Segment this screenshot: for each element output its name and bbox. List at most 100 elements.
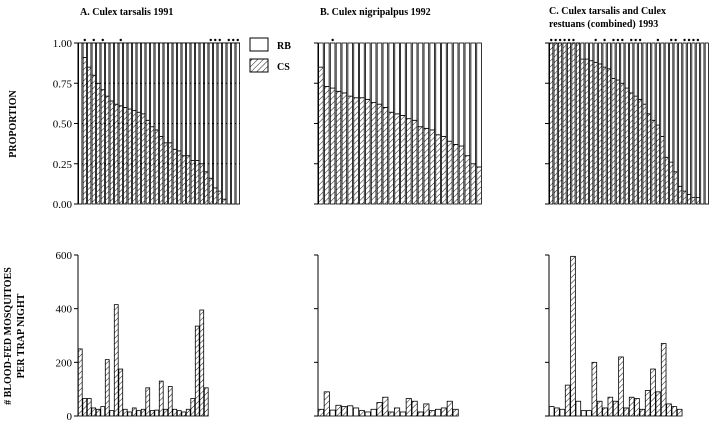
count-panel-3-bar-cs xyxy=(602,407,608,417)
ylabel-proportion: PROPORTION xyxy=(8,90,19,158)
legend-rb-label: RB xyxy=(277,41,291,52)
proportion-panel-2-bar-rb xyxy=(335,42,342,92)
count-panel-2-bar-cs xyxy=(423,403,430,417)
proportion-panel-1-bar-rb xyxy=(105,42,110,97)
proportion-panel-3-bar-cs xyxy=(660,135,665,205)
count-panel-3-bar-cs xyxy=(666,403,672,417)
proportion-panel-3-bar-rb xyxy=(593,42,598,63)
proportion-panel-1-bar-cs xyxy=(114,103,119,205)
count-panel-2-bar-cs xyxy=(323,391,330,417)
proportion-panel-2-bar-cs xyxy=(406,118,412,205)
count-panel-3-bar-cs xyxy=(612,400,619,417)
proportion-panel-1-bar-cs xyxy=(127,108,132,205)
proportion-panel-3-bar-cs xyxy=(646,113,652,205)
proportion-panel-1-bar-cs xyxy=(141,113,146,205)
count-panel-3-bar-cs xyxy=(644,390,651,417)
proportion-panel-1-marker xyxy=(101,38,104,42)
proportion-panel-2-bar-rb xyxy=(464,42,471,157)
proportion-panel-1-bar-cs xyxy=(118,105,123,205)
proportion-panel-3-bar-cs xyxy=(638,98,643,205)
proportion-panel-2-bar-cs xyxy=(370,102,377,205)
count-panel-3-bar-cs xyxy=(618,356,624,417)
proportion-panel-2-bar-cs xyxy=(452,144,459,205)
count-panel-1-bar-cs xyxy=(91,407,97,417)
count-panel-3-bar-cs xyxy=(655,391,662,417)
count-panel-2-bar-rb xyxy=(347,405,354,417)
proportion-panel-3-bar-cs xyxy=(629,92,634,205)
proportion-panel-2-bar-cs xyxy=(324,86,330,205)
proportion-panel-1-bar-cs xyxy=(150,126,155,205)
proportion-panel-2-bar-cs xyxy=(476,166,482,205)
proportion-panel-3-marker xyxy=(612,38,615,42)
proportion-panel-2-bar-cs xyxy=(382,107,389,205)
proportion-panel-3-bar-cs xyxy=(686,193,692,205)
proportion-panel-3-bar-rb xyxy=(664,42,669,158)
proportion-panel-3-bar-rb xyxy=(700,42,705,205)
proportion-panel-3-marker xyxy=(572,38,575,42)
proportion-panel-2-bar-rb xyxy=(470,42,476,165)
proportion-panel-3-bar-cs xyxy=(602,66,607,205)
proportion-panel-2-bar-cs xyxy=(394,113,400,205)
proportion-panel-3-bar-rb xyxy=(669,42,674,163)
count-panel-1-bar-cs xyxy=(77,348,83,417)
proportion-panel-2-bar-rb xyxy=(423,42,430,129)
proportion-panel-1-bar-rb xyxy=(235,42,240,205)
ylabel-bloodfed-line1: # BLOOD-FED MOSQUITOES xyxy=(3,267,14,405)
count-panel-2-bar-cs xyxy=(446,400,453,417)
count-panel-1-bar-rb xyxy=(154,409,160,417)
proportion-panel-3-bar-rb xyxy=(611,42,616,79)
proportion-panel-1-bar-rb xyxy=(109,42,114,102)
proportion-panel-2-bar-rb xyxy=(353,42,359,99)
proportion-panel-1-marker xyxy=(232,38,235,42)
proportion-panel-1-marker xyxy=(209,38,212,42)
proportion-panel-3-bar-rb xyxy=(638,42,643,100)
proportion-panel-3-bar-cs xyxy=(642,103,647,205)
proportion-panel-1-bar-rb xyxy=(217,42,222,192)
proportion-panel-1-y-tick-label: 0.25 xyxy=(53,159,73,171)
count-panel-1-bar-cs xyxy=(194,325,200,417)
count-panel-3-bar-rb xyxy=(559,408,566,417)
proportion-panel-1-bar-rb xyxy=(114,42,119,105)
proportion-panel-3-bar-cs xyxy=(549,42,554,205)
proportion-panel-1-marker xyxy=(83,38,86,42)
proportion-panel-2-title: B. Culex nigripalpus 1992 xyxy=(320,7,431,18)
count-panel-3-bar-cs xyxy=(628,396,635,417)
proportion-panel-2-bar-rb xyxy=(394,42,400,115)
count-panel-3-bar-cs xyxy=(671,406,678,417)
proportion-panel-2-bar-rb xyxy=(324,42,330,87)
proportion-panel-1-bar-rb xyxy=(123,42,128,108)
proportion-panel-2-bar-rb xyxy=(376,42,383,105)
proportion-panel-3-marker xyxy=(634,38,637,42)
legend: RB CS xyxy=(249,37,291,73)
proportion-panel-3-marker xyxy=(563,38,566,42)
proportion-panel-1-y-tick-label: 0.50 xyxy=(53,119,73,131)
count-panel-1 xyxy=(77,304,209,417)
count-panel-1-bar-cs xyxy=(172,408,178,417)
proportion-panel-1-bar-rb xyxy=(91,42,96,76)
proportion-panel-2-bar-rb xyxy=(429,42,435,131)
count-panel-2-bar-cs xyxy=(388,411,395,417)
proportion-panel-3-bar-cs xyxy=(615,79,620,205)
proportion-panel-2-bar-cs xyxy=(347,95,353,205)
proportion-panel-3-bar-cs xyxy=(558,42,563,205)
proportion-panel-3-marker xyxy=(687,38,691,42)
proportion-panel-1: A. Culex tarsalis 1991 xyxy=(78,7,240,205)
proportion-panel-3-marker xyxy=(696,38,700,42)
count-panel-3-bar-cs xyxy=(660,343,667,417)
proportion-panel-3-bar-cs xyxy=(589,60,594,205)
proportion-panel-2-bar-cs xyxy=(417,126,424,205)
count-panel-3-bar-cs xyxy=(591,361,598,417)
proportion-panel-3-bar-cs xyxy=(655,124,660,205)
count-panel-3-bar-cs xyxy=(596,400,603,417)
proportion-panel-2-bar-cs xyxy=(400,115,406,205)
proportion-panel-1-y-tick-label: 1.00 xyxy=(53,38,73,50)
proportion-panel-2-bar-rb xyxy=(447,42,453,142)
proportion-panel-2-bar-rb xyxy=(417,42,424,128)
proportion-panel-3-bar-cs xyxy=(624,87,629,205)
proportion-panel-1-bar-rb xyxy=(172,42,177,150)
proportion-panel-2-bar-cs xyxy=(423,127,430,205)
proportion-panel-1-bar-cs xyxy=(213,187,218,205)
proportion-panel-2: B. Culex nigripalpus 1992 xyxy=(318,7,482,205)
proportion-panel-2-bar-cs xyxy=(470,163,476,205)
proportion-panel-1-bar-rb xyxy=(163,42,168,144)
